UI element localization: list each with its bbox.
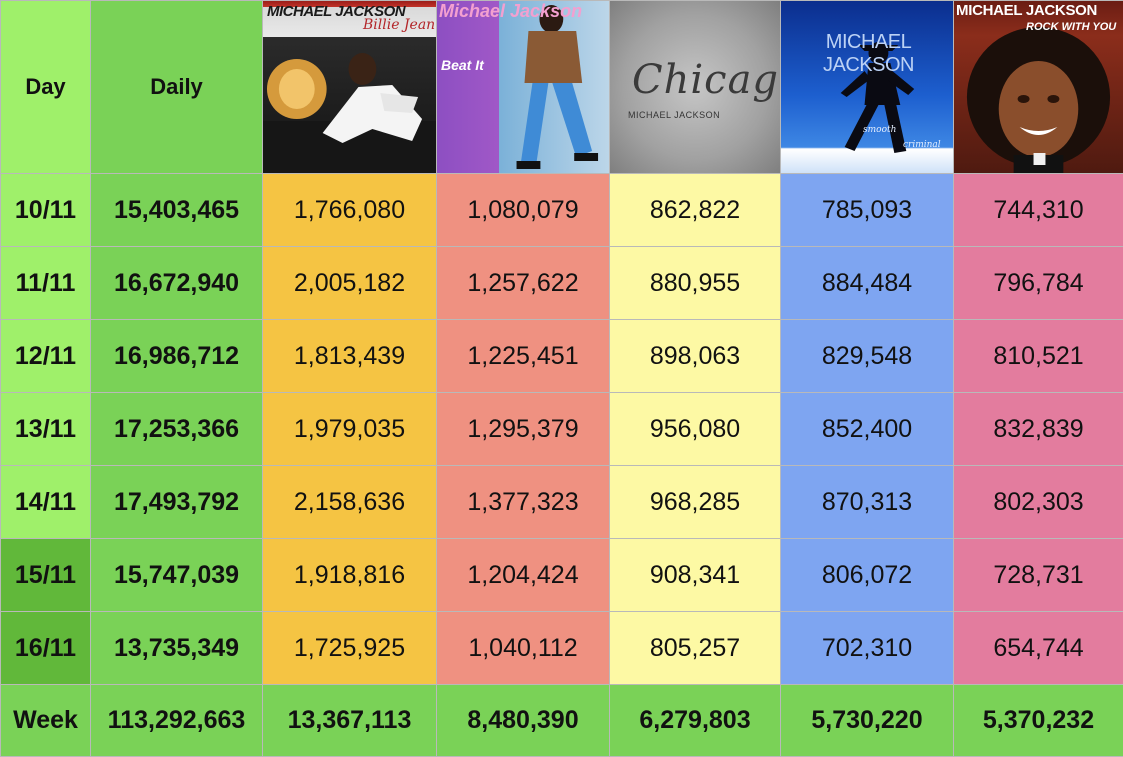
- smooth-criminal-artist: MICHAEL JACKSON: [784, 31, 953, 77]
- song-4-cell: 785,093: [781, 174, 954, 247]
- rock-with-you-title: ROCK WITH YOU: [1026, 21, 1116, 33]
- song-4-cell: 829,548: [781, 320, 954, 393]
- song-3-cell: 862,822: [610, 174, 781, 247]
- song-3-cell: 898,063: [610, 320, 781, 393]
- chicago-artist: MICHAEL JACKSON: [628, 110, 720, 120]
- billie-jean-title: Billie Jean: [363, 17, 435, 33]
- table-row: 14/11 17,493,792 2,158,636 1,377,323 968…: [1, 466, 1123, 539]
- song-5-cell: 802,303: [954, 466, 1123, 539]
- song-2-cell: 1,257,622: [437, 247, 610, 320]
- week-song-1-total: 13,367,113: [263, 685, 437, 757]
- header-song-3: Chicago MICHAEL JACKSON: [610, 1, 781, 174]
- header-daily: Daily: [91, 1, 263, 174]
- song-1-cell: 1,725,925: [263, 612, 437, 685]
- chicago-title: Chicago: [632, 57, 780, 103]
- beat-it-cover-icon: Michael Jackson Beat It: [437, 1, 609, 173]
- week-song-5-total: 5,370,232: [954, 685, 1123, 757]
- week-total-row: Week 113,292,663 13,367,113 8,480,390 6,…: [1, 685, 1123, 757]
- song-3-cell: 956,080: [610, 393, 781, 466]
- chicago-cover-icon: Chicago MICHAEL JACKSON: [610, 1, 780, 173]
- header-song-2: Michael Jackson Beat It: [437, 1, 610, 174]
- table-row: 13/11 17,253,366 1,979,035 1,295,379 956…: [1, 393, 1123, 466]
- daily-total-cell: 17,493,792: [91, 466, 263, 539]
- song-1-cell: 1,979,035: [263, 393, 437, 466]
- table-row: 11/11 16,672,940 2,005,182 1,257,622 880…: [1, 247, 1123, 320]
- smooth-criminal-title-1: smooth: [863, 125, 896, 135]
- song-4-cell: 884,484: [781, 247, 954, 320]
- song-2-cell: 1,295,379: [437, 393, 610, 466]
- song-4-cell: 870,313: [781, 466, 954, 539]
- song-2-cell: 1,225,451: [437, 320, 610, 393]
- day-cell: 14/11: [1, 466, 91, 539]
- table-row: 10/11 15,403,465 1,766,080 1,080,079 862…: [1, 174, 1123, 247]
- song-3-cell: 908,341: [610, 539, 781, 612]
- header-song-5: MICHAEL JACKSON ROCK WITH YOU: [954, 1, 1123, 174]
- week-song-4-total: 5,730,220: [781, 685, 954, 757]
- day-cell: 12/11: [1, 320, 91, 393]
- daily-total-cell: 13,735,349: [91, 612, 263, 685]
- header-song-1: MICHAEL JACKSON Billie Jean: [263, 1, 437, 174]
- week-daily-total: 113,292,663: [91, 685, 263, 757]
- week-label: Week: [1, 685, 91, 757]
- day-cell: 16/11: [1, 612, 91, 685]
- header-row: Day Daily MICHAEL JACKSON Billie Jean: [1, 1, 1123, 174]
- daily-total-cell: 17,253,366: [91, 393, 263, 466]
- day-cell: 10/11: [1, 174, 91, 247]
- song-5-cell: 728,731: [954, 539, 1123, 612]
- table-row: 15/11 15,747,039 1,918,816 1,204,424 908…: [1, 539, 1123, 612]
- daily-total-cell: 15,747,039: [91, 539, 263, 612]
- song-2-cell: 1,377,323: [437, 466, 610, 539]
- table-row: 12/11 16,986,712 1,813,439 1,225,451 898…: [1, 320, 1123, 393]
- daily-total-cell: 16,986,712: [91, 320, 263, 393]
- song-5-cell: 796,784: [954, 247, 1123, 320]
- header-day: Day: [1, 1, 91, 174]
- song-5-cell: 810,521: [954, 320, 1123, 393]
- song-3-cell: 880,955: [610, 247, 781, 320]
- smooth-criminal-title-2: criminal: [903, 140, 941, 150]
- smooth-criminal-cover-icon: MICHAEL JACKSON smooth criminal: [781, 1, 953, 173]
- day-cell: 13/11: [1, 393, 91, 466]
- song-4-cell: 806,072: [781, 539, 954, 612]
- day-cell: 15/11: [1, 539, 91, 612]
- song-5-cell: 744,310: [954, 174, 1123, 247]
- week-song-3-total: 6,279,803: [610, 685, 781, 757]
- song-1-cell: 2,158,636: [263, 466, 437, 539]
- day-cell: 11/11: [1, 247, 91, 320]
- song-2-cell: 1,204,424: [437, 539, 610, 612]
- daily-total-cell: 16,672,940: [91, 247, 263, 320]
- song-1-cell: 1,813,439: [263, 320, 437, 393]
- song-2-cell: 1,040,112: [437, 612, 610, 685]
- week-song-2-total: 8,480,390: [437, 685, 610, 757]
- song-4-cell: 852,400: [781, 393, 954, 466]
- song-1-cell: 1,766,080: [263, 174, 437, 247]
- song-5-cell: 832,839: [954, 393, 1123, 466]
- song-5-cell: 654,744: [954, 612, 1123, 685]
- song-3-cell: 805,257: [610, 612, 781, 685]
- song-4-cell: 702,310: [781, 612, 954, 685]
- daily-total-cell: 15,403,465: [91, 174, 263, 247]
- song-3-cell: 968,285: [610, 466, 781, 539]
- rock-with-you-cover-icon: MICHAEL JACKSON ROCK WITH YOU: [954, 1, 1123, 173]
- header-song-4: MICHAEL JACKSON smooth criminal: [781, 1, 954, 174]
- rock-with-you-artist: MICHAEL JACKSON: [956, 2, 1097, 19]
- song-2-cell: 1,080,079: [437, 174, 610, 247]
- billie-jean-cover-icon: MICHAEL JACKSON Billie Jean: [263, 1, 436, 173]
- song-1-cell: 2,005,182: [263, 247, 437, 320]
- table-row: 16/11 13,735,349 1,725,925 1,040,112 805…: [1, 612, 1123, 685]
- song-1-cell: 1,918,816: [263, 539, 437, 612]
- beat-it-artist: Michael Jackson: [439, 3, 582, 20]
- beat-it-title: Beat It: [441, 57, 484, 73]
